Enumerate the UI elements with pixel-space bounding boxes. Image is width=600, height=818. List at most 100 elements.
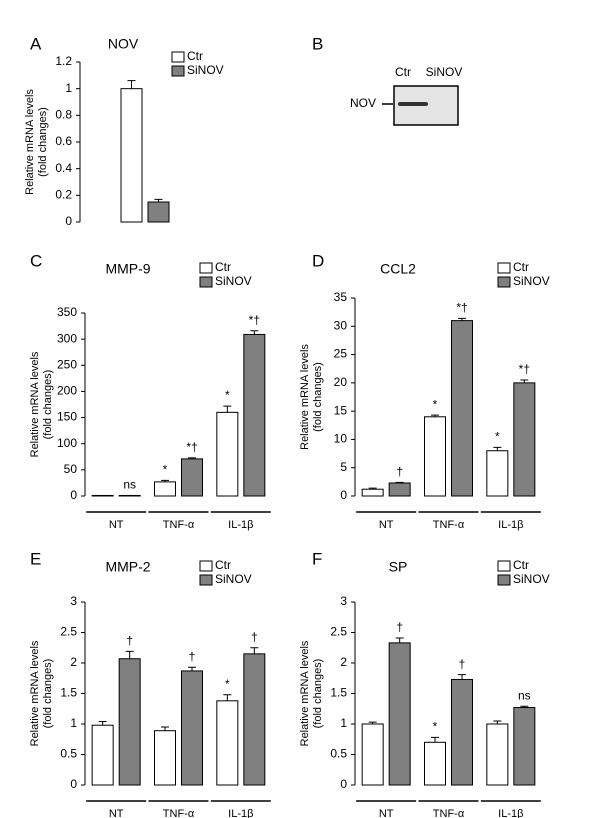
error-bar (161, 479, 169, 482)
bar (91, 724, 114, 786)
blot-band (398, 102, 428, 106)
y-tick-label: 3 (340, 594, 347, 608)
y-tick-label: 3 (70, 594, 77, 608)
error-bar (520, 705, 529, 708)
significance-mark: *† (186, 440, 197, 454)
y-axis-label-line: Relative mRNA levels (24, 89, 36, 195)
significance-mark: * (225, 677, 230, 691)
error-bar (458, 674, 466, 680)
legend-swatch (497, 262, 511, 274)
lane-label: SiNOV (426, 65, 463, 79)
significance-mark: *† (456, 301, 467, 315)
y-tick-label: 1 (65, 81, 72, 95)
y-tick-label: 35 (334, 290, 348, 304)
y-axis-label: Relative mRNA levels(fold changes) (24, 89, 49, 195)
y-axis-label: Relative mRNA levels(fold changes) (29, 640, 54, 746)
legend-label: Ctr (215, 558, 231, 572)
legend-swatch (199, 574, 213, 586)
significance-mark: ns (518, 688, 531, 702)
error-bar (493, 446, 502, 451)
x-tick-label: IL-1β (498, 519, 523, 531)
band-label: NOV (350, 96, 376, 110)
significance-mark: * (163, 462, 168, 476)
bar (243, 333, 266, 497)
x-tick-label: TNF-α (433, 519, 465, 531)
significance-mark: † (459, 657, 466, 671)
legend-label: SiNOV (215, 274, 252, 288)
y-tick-label: 1.5 (330, 686, 347, 700)
bar (513, 707, 536, 786)
x-tick-label: TNF-α (163, 808, 195, 818)
chart-title: NOV (108, 36, 139, 52)
bar (388, 482, 411, 497)
x-tick-label: IL-1β (228, 808, 253, 818)
chart-title: CCL2 (380, 261, 416, 277)
legend-label: Ctr (513, 558, 529, 572)
legend-swatch (199, 262, 213, 274)
chart-title: MMP-2 (105, 559, 150, 575)
legend-swatch (497, 276, 511, 288)
x-tick-label: NT (109, 519, 124, 531)
x-tick-label: IL-1β (228, 519, 253, 531)
y-tick-label: 0.6 (55, 134, 72, 148)
error-bar (250, 330, 259, 335)
error-bar (458, 317, 466, 321)
bar (181, 670, 203, 786)
bar (118, 658, 141, 786)
bar (147, 201, 170, 223)
significance-mark: † (189, 649, 196, 663)
y-axis-label: Relative mRNA levels(fold changes) (29, 351, 54, 457)
bar (513, 382, 536, 497)
significance-mark: *† (249, 313, 260, 327)
error-bar (250, 647, 259, 654)
panel-letter: B (312, 34, 323, 53)
y-tick-label: 1.2 (55, 54, 72, 68)
bar (486, 723, 509, 786)
y-tick-label: 0 (340, 777, 347, 791)
y-tick-label: 0 (70, 777, 77, 791)
error-bar (520, 379, 529, 383)
panel-letter: D (312, 251, 324, 270)
y-tick-label: 5 (340, 460, 347, 474)
legend-label: Ctr (215, 260, 231, 274)
y-tick-label: 2 (70, 655, 77, 669)
significance-mark: † (251, 630, 258, 644)
x-tick-label: NT (109, 808, 124, 818)
lane-label: Ctr (395, 65, 411, 79)
error-bar (431, 414, 439, 417)
legend-swatch (199, 560, 213, 572)
significance-mark: * (433, 397, 438, 411)
y-axis-label-line: Relative mRNA levels (29, 351, 41, 457)
error-bar (188, 666, 196, 671)
y-axis-label-line: (fold changes) (42, 659, 54, 729)
error-bar (368, 721, 377, 724)
significance-mark: *† (519, 362, 530, 376)
panel-letter: C (30, 251, 42, 270)
x-tick-label: IL-1β (498, 808, 523, 818)
y-tick-label: 0.4 (55, 161, 72, 175)
legend-swatch (199, 276, 213, 288)
bar (120, 88, 143, 223)
legend-label: Ctr (187, 49, 203, 63)
y-tick-label: 30 (334, 318, 348, 332)
bar (388, 642, 411, 786)
panel-letter: F (312, 549, 322, 568)
bar (181, 458, 203, 497)
y-tick-label: 2.5 (330, 625, 347, 639)
significance-mark: † (396, 620, 403, 634)
bar (424, 741, 446, 786)
legend-swatch (497, 560, 511, 572)
y-tick-label: 350 (57, 305, 77, 319)
y-tick-label: 25 (334, 347, 348, 361)
x-tick-label: TNF-α (433, 808, 465, 818)
y-axis-label-line: (fold changes) (312, 659, 324, 729)
y-axis-label-line: Relative mRNA levels (299, 640, 311, 746)
bar (451, 678, 473, 786)
significance-mark: * (495, 430, 500, 444)
y-tick-label: 0.5 (330, 747, 347, 761)
y-tick-label: 1 (340, 716, 347, 730)
legend-swatch (171, 65, 185, 77)
y-tick-label: 20 (334, 375, 348, 389)
